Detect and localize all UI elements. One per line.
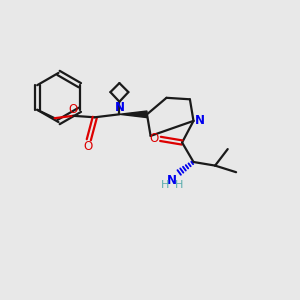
Text: N: N xyxy=(115,101,125,114)
Text: N: N xyxy=(167,173,177,187)
Text: H: H xyxy=(175,180,183,190)
Text: N: N xyxy=(195,113,205,127)
Text: H: H xyxy=(160,180,169,190)
Text: O: O xyxy=(83,140,92,154)
Polygon shape xyxy=(119,111,147,118)
Text: O: O xyxy=(149,131,158,145)
Text: O: O xyxy=(69,103,78,116)
